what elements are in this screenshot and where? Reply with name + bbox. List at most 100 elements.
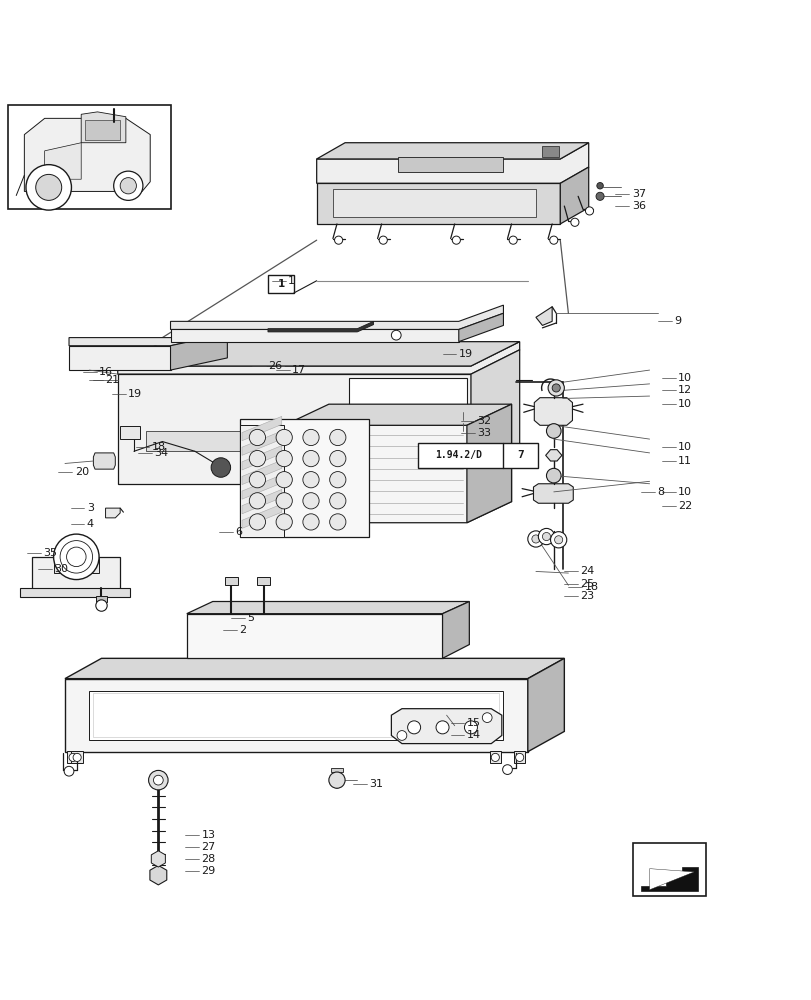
Text: 26: 26 xyxy=(268,361,281,371)
Circle shape xyxy=(211,458,230,477)
Circle shape xyxy=(596,183,603,189)
Bar xyxy=(257,577,270,585)
Text: 23: 23 xyxy=(580,591,594,601)
Circle shape xyxy=(54,534,99,580)
Text: 22: 22 xyxy=(677,501,692,511)
Circle shape xyxy=(96,600,107,611)
Text: 34: 34 xyxy=(154,448,168,458)
Circle shape xyxy=(546,424,560,438)
Circle shape xyxy=(329,450,345,467)
Circle shape xyxy=(303,472,319,488)
Polygon shape xyxy=(105,508,120,518)
Circle shape xyxy=(391,330,401,340)
Polygon shape xyxy=(470,350,519,484)
Text: 35: 35 xyxy=(43,548,57,558)
Polygon shape xyxy=(69,325,227,346)
Circle shape xyxy=(436,721,448,734)
Circle shape xyxy=(303,429,319,446)
Circle shape xyxy=(276,429,292,446)
Circle shape xyxy=(114,171,143,200)
Circle shape xyxy=(249,472,265,488)
Text: 36: 36 xyxy=(631,201,645,211)
Polygon shape xyxy=(641,867,697,891)
Polygon shape xyxy=(20,588,130,597)
Circle shape xyxy=(570,218,578,226)
Text: 13: 13 xyxy=(201,830,215,840)
Circle shape xyxy=(303,450,319,467)
Circle shape xyxy=(550,532,566,548)
Polygon shape xyxy=(85,120,120,140)
Circle shape xyxy=(491,753,499,761)
Polygon shape xyxy=(242,460,281,485)
Polygon shape xyxy=(533,484,573,503)
Text: 10: 10 xyxy=(677,487,691,497)
Polygon shape xyxy=(93,693,499,737)
Circle shape xyxy=(379,236,387,244)
Polygon shape xyxy=(466,404,511,523)
Bar xyxy=(489,751,500,763)
Polygon shape xyxy=(268,321,373,332)
Text: 2: 2 xyxy=(239,625,247,635)
Bar xyxy=(349,378,466,480)
Text: 20: 20 xyxy=(75,467,88,477)
Polygon shape xyxy=(649,869,693,890)
Text: 10: 10 xyxy=(677,399,691,409)
Circle shape xyxy=(303,514,319,530)
Circle shape xyxy=(515,753,523,761)
Polygon shape xyxy=(560,167,588,224)
Polygon shape xyxy=(118,342,519,366)
Polygon shape xyxy=(284,404,511,425)
Polygon shape xyxy=(242,416,281,441)
Polygon shape xyxy=(239,425,284,537)
Circle shape xyxy=(276,472,292,488)
Circle shape xyxy=(276,450,292,467)
Bar xyxy=(225,577,238,585)
Polygon shape xyxy=(284,404,511,523)
Polygon shape xyxy=(54,558,99,573)
Circle shape xyxy=(148,770,168,790)
Bar xyxy=(120,426,140,439)
Polygon shape xyxy=(442,601,469,658)
Text: 31: 31 xyxy=(369,779,383,789)
Circle shape xyxy=(547,380,564,396)
Circle shape xyxy=(551,384,560,392)
Circle shape xyxy=(328,772,345,788)
Polygon shape xyxy=(65,658,564,679)
Text: 1.94.2/D: 1.94.2/D xyxy=(435,450,482,460)
Text: 5: 5 xyxy=(247,613,255,623)
Circle shape xyxy=(554,536,562,544)
Polygon shape xyxy=(69,346,170,370)
Bar xyxy=(331,768,342,772)
Polygon shape xyxy=(32,557,120,591)
Text: 9: 9 xyxy=(673,316,680,326)
Circle shape xyxy=(334,236,342,244)
Text: 21: 21 xyxy=(105,375,119,385)
Polygon shape xyxy=(534,398,572,425)
Text: 4: 4 xyxy=(87,519,94,529)
Circle shape xyxy=(482,713,491,722)
Bar xyxy=(333,189,535,217)
Text: 37: 37 xyxy=(631,189,645,199)
Polygon shape xyxy=(316,183,560,224)
Polygon shape xyxy=(170,305,503,329)
Circle shape xyxy=(276,514,292,530)
Text: 1: 1 xyxy=(277,279,284,289)
Bar xyxy=(8,105,170,209)
Text: 33: 33 xyxy=(477,428,491,438)
Polygon shape xyxy=(65,679,527,752)
Bar xyxy=(418,443,538,468)
Bar xyxy=(268,275,294,293)
Circle shape xyxy=(538,528,554,545)
Polygon shape xyxy=(118,374,470,484)
Text: 27: 27 xyxy=(201,842,216,852)
Polygon shape xyxy=(45,143,81,179)
Text: 1: 1 xyxy=(288,276,295,286)
Bar xyxy=(633,843,706,896)
Polygon shape xyxy=(242,475,281,499)
Bar xyxy=(239,419,369,537)
Polygon shape xyxy=(150,865,166,885)
Polygon shape xyxy=(93,453,115,469)
Circle shape xyxy=(64,766,74,776)
Circle shape xyxy=(527,531,543,547)
Circle shape xyxy=(464,721,477,734)
